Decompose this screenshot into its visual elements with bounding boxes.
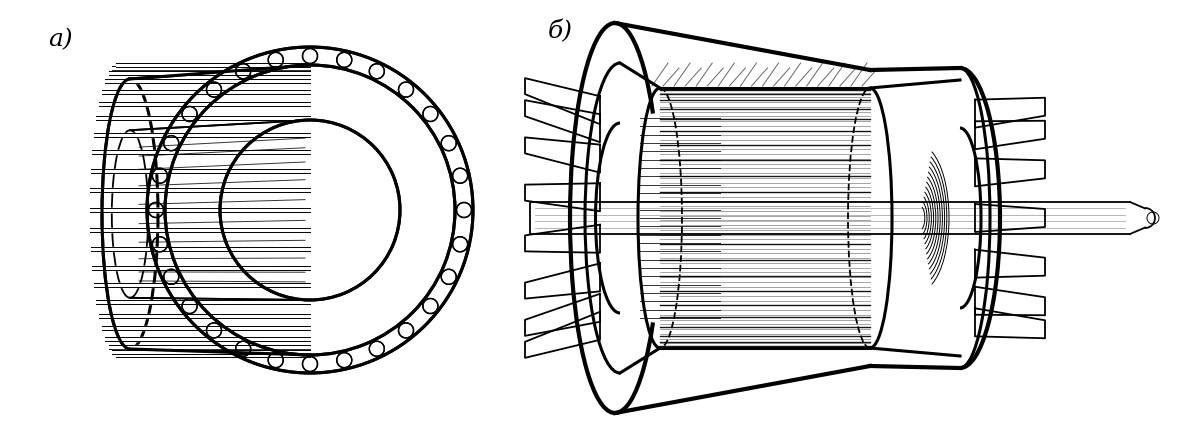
Text: а): а) bbox=[48, 28, 73, 51]
Text: б): б) bbox=[548, 20, 573, 43]
